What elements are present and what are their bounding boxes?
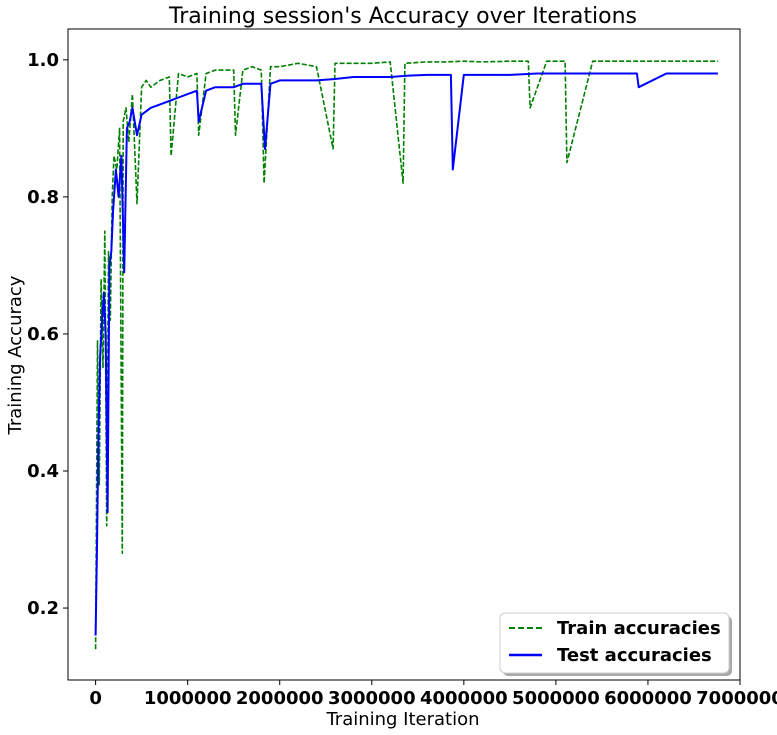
x-axis: 0 1000000 2000000 3000000 4000000 5000000 6000… [89, 680, 777, 709]
x-tick-label: 4000000 [420, 688, 508, 709]
y-tick-label: 0.6 [27, 324, 59, 345]
series-line-train [94, 60, 718, 650]
y-tick-label: 0.2 [27, 598, 59, 619]
x-tick-label: 0 [89, 688, 102, 709]
x-tick-label: 5000000 [512, 688, 600, 709]
x-tick-label: 3000000 [328, 688, 416, 709]
x-tick-label: 2000000 [236, 688, 324, 709]
y-tick-label: 1.0 [27, 50, 59, 71]
y-axis: 0.2 0.4 0.6 0.8 1.0 [27, 50, 68, 619]
legend-test-label: Test accuracies [557, 645, 712, 666]
x-axis-label: Training Iteration [325, 709, 479, 730]
y-axis-label: Training Accuracy [5, 275, 26, 435]
legend-box [499, 612, 730, 674]
plot-frame [67, 28, 741, 681]
series-line-test [94, 72, 718, 636]
y-tick-label: 0.8 [27, 187, 59, 208]
legend: Train accuracies Test accuracies [499, 612, 732, 676]
chart-title: Training session's Accuracy over Iterati… [168, 4, 637, 29]
plot-area [94, 60, 718, 650]
y-tick-label: 0.4 [27, 461, 59, 482]
x-tick-label: 7000000 [696, 688, 777, 709]
legend-train-label: Train accuracies [557, 618, 721, 639]
x-tick-label: 1000000 [144, 688, 232, 709]
x-tick-label: 6000000 [604, 688, 692, 709]
